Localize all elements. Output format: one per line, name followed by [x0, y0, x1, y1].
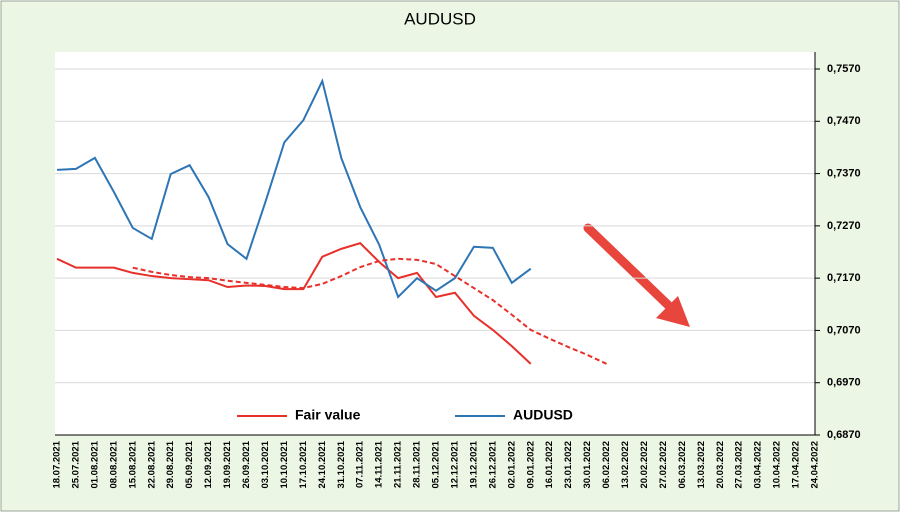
arrow-head: [656, 296, 690, 327]
y-tick-label: 0,6870: [827, 429, 861, 441]
y-tick-label: 0,7170: [827, 272, 861, 284]
series-line: [132, 257, 607, 365]
plot-area: [55, 52, 815, 435]
y-tick-label: 0,7270: [827, 220, 861, 232]
x-tick-label: 29.08.2021: [165, 440, 176, 488]
x-tick-label: 24.04.2022: [810, 441, 821, 489]
x-tick-label: 17.10.2021: [298, 440, 309, 488]
y-tick-label: 0,7370: [827, 167, 861, 179]
x-tick-label: 10.04.2022: [772, 441, 783, 489]
x-tick-label: 26.09.2021: [241, 440, 252, 488]
x-tick-label: 31.10.2021: [336, 440, 347, 488]
x-tick-label: 19.12.2021: [468, 440, 479, 488]
x-tick-label: 24.10.2021: [317, 440, 328, 488]
x-tick-label: 06.02.2022: [601, 441, 612, 489]
y-tick-label: 0,6970: [827, 377, 861, 389]
x-tick-label: 26.12.2021: [487, 440, 498, 488]
x-tick-label: 09.01.2022: [525, 441, 536, 489]
x-tick-label: 01.08.2021: [89, 440, 100, 488]
x-tick-label: 13.03.2022: [696, 441, 707, 489]
x-tick-label: 22.08.2021: [146, 440, 157, 488]
chart-title: AUDUSD: [404, 9, 476, 28]
series-line: [56, 78, 532, 299]
y-tick-label: 0,7570: [827, 63, 861, 75]
x-tick-label: 25.07.2021: [70, 440, 81, 488]
x-tick-label: 20.02.2022: [639, 441, 650, 489]
x-tick-label: 03.10.2021: [260, 440, 271, 488]
x-tick-label: 12.12.2021: [449, 440, 460, 488]
x-tick-label: 28.11.2021: [412, 440, 423, 488]
x-tick-label: 05.12.2021: [431, 440, 442, 488]
y-tick-label: 0,7470: [827, 115, 861, 127]
x-tick-label: 20.03.2022: [715, 441, 726, 489]
y-tick-label: 0,7070: [827, 324, 861, 336]
x-tick-label: 14.11.2021: [374, 440, 385, 488]
x-tick-label: 07.11.2021: [355, 440, 366, 488]
x-tick-label: 12.09.2021: [203, 440, 214, 488]
x-tick-label: 23.01.2022: [563, 441, 574, 489]
x-tick-label: 30.01.2022: [582, 441, 593, 489]
arrow: [583, 223, 690, 327]
x-tick-label: 08.08.2021: [108, 440, 119, 488]
x-tick-label: 18.07.2021: [52, 440, 63, 488]
x-tick-label: 06.03.2022: [677, 441, 688, 489]
x-tick-label: 05.09.2021: [184, 440, 195, 488]
x-tick-label: 21.11.2021: [393, 440, 404, 488]
x-tick-label: 03.04.2022: [753, 441, 764, 489]
x-tick-label: 10.10.2021: [279, 440, 290, 488]
legend-label: Fair value: [295, 407, 361, 423]
arrow-shaft: [583, 223, 673, 310]
x-tick-label: 19.09.2021: [222, 440, 233, 488]
x-tick-label: 27.02.2022: [658, 441, 669, 489]
x-tick-label: 15.08.2021: [127, 440, 138, 488]
legend-label: AUDUSD: [513, 407, 573, 423]
x-tick-label: 16.01.2022: [544, 441, 555, 489]
x-tick-label: 27.03.2022: [734, 441, 745, 489]
x-tick-label: 02.01.2022: [506, 441, 517, 489]
series-line: [56, 241, 532, 365]
x-tick-label: 17.04.2022: [791, 441, 802, 489]
x-tick-label: 13.02.2022: [620, 441, 631, 489]
